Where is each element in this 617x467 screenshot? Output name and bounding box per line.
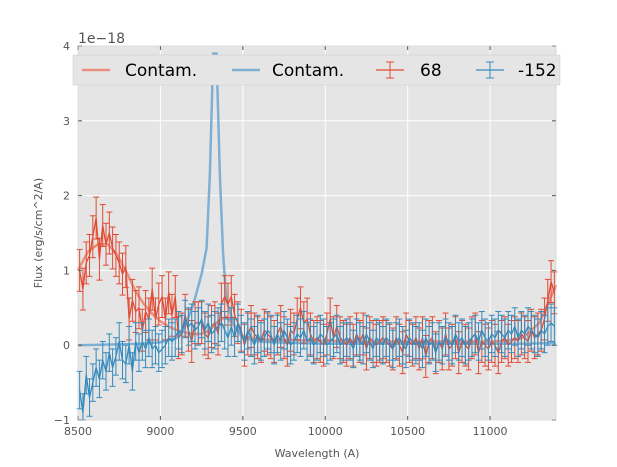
legend-item-3: -152 (476, 61, 557, 81)
plot-background (78, 46, 556, 420)
x-tick-label-1: 9000 (146, 425, 174, 438)
x-axis-label: Wavelength (A) (275, 447, 360, 460)
x-tick-label-2: 9500 (229, 425, 257, 438)
legend-item-2: 68 (376, 61, 442, 81)
y-tick-label-3: 2 (63, 190, 70, 203)
y-offset-label: 1e−18 (78, 31, 125, 47)
legend-label-2: 68 (420, 61, 442, 81)
axes: 8500 9000 9500 10000 10500 11000 −1 0 1 2 3 4 (54, 40, 557, 438)
legend-label-1: Contam. (272, 61, 344, 81)
y-tick-label-0: −1 (54, 414, 70, 427)
y-tick-label-5: 4 (63, 40, 70, 53)
legend-label-3: -152 (518, 61, 557, 81)
legend-label-0: Contam. (125, 61, 197, 81)
contam-line-red (76, 242, 558, 343)
series (76, 196, 558, 421)
x-tick-label-3: 10000 (308, 425, 343, 438)
series-line-1 (78, 318, 555, 414)
legend-item-0: Contam. (82, 61, 197, 81)
legend-item-1: Contam. (232, 61, 344, 81)
legend: Contam. Contam. 68 -152 (72, 54, 561, 86)
y-tick-label-2: 1 (63, 264, 70, 277)
x-tick-label-0: 8500 (64, 425, 92, 438)
x-tick-label-5: 11000 (473, 425, 508, 438)
series-1 (76, 299, 558, 421)
plot-frame (77, 45, 557, 421)
y-axis-label: Flux (erg/s/cm^2/A) (32, 178, 45, 288)
y-tick-label-4: 3 (63, 115, 70, 128)
y-tick-label-1: 0 (63, 339, 70, 352)
x-tick-label-4: 10500 (390, 425, 425, 438)
